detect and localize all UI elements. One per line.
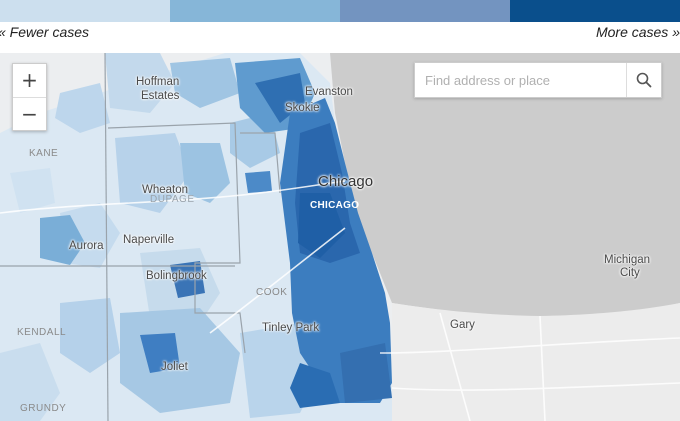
zoom-controls: + − xyxy=(12,63,47,131)
county-label-dupage: DUPAGE xyxy=(150,194,195,205)
county-label-kendall: KENDALL xyxy=(17,327,67,338)
place-label-estates: Estates xyxy=(141,90,180,102)
zoom-out-button[interactable]: − xyxy=(13,97,46,130)
minus-icon: − xyxy=(21,102,38,126)
lake-michigan xyxy=(330,53,680,317)
legend-labels: « Fewer cases More cases » xyxy=(0,24,680,44)
road-network xyxy=(0,180,680,421)
legend-swatch-3 xyxy=(340,0,510,22)
place-label-city: City xyxy=(620,267,640,279)
place-label-evanston: Evanston xyxy=(305,86,353,98)
place-label-joliet: Joliet xyxy=(161,361,188,373)
place-label-tinley-park: Tinley Park xyxy=(262,322,320,334)
place-label-chicago: Chicago xyxy=(318,173,374,190)
legend-more-label: More cases » xyxy=(595,24,680,40)
place-label-wheaton: Wheaton xyxy=(142,184,189,196)
place-label-skokie: Skokie xyxy=(285,102,320,114)
county-label-kane: KANE xyxy=(29,148,59,159)
search-icon xyxy=(636,72,652,88)
zoom-in-button[interactable]: + xyxy=(13,64,46,97)
plus-icon: + xyxy=(21,68,38,92)
place-label-michigan: Michigan xyxy=(604,254,651,266)
legend-swatch-2 xyxy=(170,0,340,22)
legend-fewer-label: « Fewer cases xyxy=(0,24,90,40)
search-input[interactable] xyxy=(415,63,639,97)
county-label-grundy: GRUNDY xyxy=(20,403,67,414)
choropleth-map[interactable]: Hoffman Estates Evanston Skokie KANE Chi… xyxy=(0,53,680,421)
county-boundaries xyxy=(0,53,281,421)
legend-swatch-4 xyxy=(510,0,680,22)
place-label-gary: Gary xyxy=(450,319,475,331)
search-button[interactable] xyxy=(626,63,661,97)
county-label-cook: COOK xyxy=(256,287,288,298)
place-label-bolingbrook: Bolingbrook xyxy=(146,270,207,282)
legend-swatch-1 xyxy=(0,0,170,22)
city-label-chicago: CHICAGO xyxy=(310,200,360,211)
place-label-aurora: Aurora xyxy=(69,240,104,252)
legend-color-scale xyxy=(0,0,680,22)
map-canvas xyxy=(0,53,680,421)
place-label-naperville: Naperville xyxy=(123,234,175,246)
search-box xyxy=(414,62,662,98)
place-label-hoffman: Hoffman xyxy=(136,76,180,88)
